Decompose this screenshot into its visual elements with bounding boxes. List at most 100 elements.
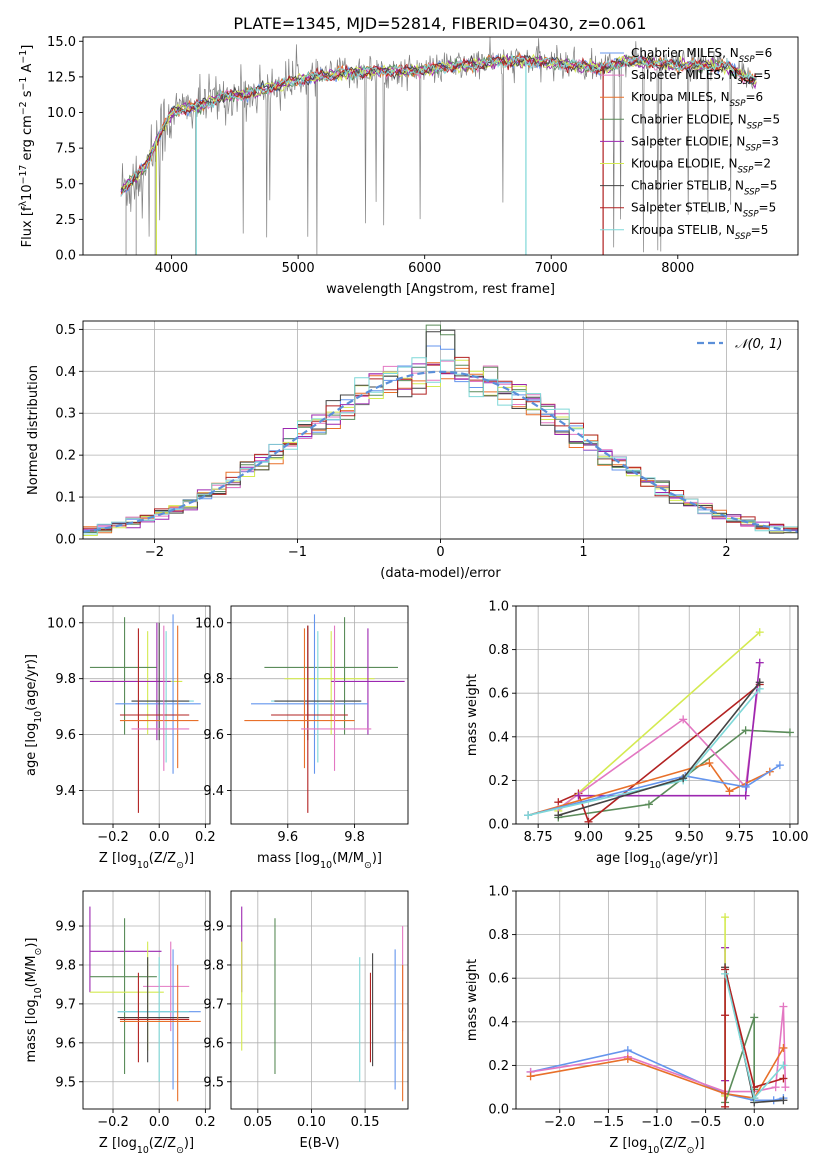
legend-label: Salpeter ELODIE, NSSP=3 (631, 134, 779, 153)
weight-marker-kroupa_miles (623, 1054, 632, 1063)
y-tick-label: 9.9 (203, 920, 224, 935)
weight-marker-kroupa_miles (725, 787, 734, 796)
y-tick-label: 9.5 (203, 1075, 224, 1090)
x-tick-label: 0.0 (149, 1115, 170, 1130)
y-axis-label: mass weight (465, 674, 480, 756)
x-tick-label: −0.5 (690, 1115, 722, 1130)
plot-area (89, 614, 201, 813)
weight-marker-chabrier_stelib (779, 1096, 788, 1105)
y-tick-label: 0.1 (55, 491, 76, 506)
weight-marker-kroupa_stelib (779, 1061, 788, 1070)
y-tick-label: 9.8 (203, 672, 224, 687)
weight-marker-chabrier_stelib (679, 774, 688, 783)
grid (516, 890, 798, 1110)
x-tick-label: 0.15 (351, 1115, 380, 1130)
weight-marker-salpeter_stelib (584, 817, 593, 824)
age-vs-mass-panel: 9.6 9.8 9.4 9.6 9.8 10.0 mass [log10(M/M⊙)] (195, 605, 409, 871)
x-tick-label: 10.00 (771, 830, 808, 845)
legend-label: Kroupa STELIB, NSSP=5 (631, 223, 768, 242)
weight-marker-chabrier_stelib (755, 678, 764, 687)
y-tick-label: 10.0 (47, 106, 76, 121)
x-tick-label: 0.0 (149, 830, 170, 845)
y-tick-label: 9.8 (203, 958, 224, 973)
y-tick-label: 9.4 (55, 784, 76, 799)
x-axis-label: age [log10(age/yr)] (596, 851, 718, 871)
weight-line-chabrier_miles (527, 764, 781, 817)
weight-marker-chabrier_miles (775, 761, 784, 770)
x-tick-label: 4000 (155, 261, 188, 276)
axes: −2 −1 0 1 2 0.0 0.1 0.2 0.3 0.4 0.5 (data-model)/er… (26, 320, 799, 581)
y-axis-label: Flux [fλ10−17 erg cm−2 s−1 A−1] (18, 45, 36, 248)
plot-area (120, 37, 757, 255)
weight-marker-kroupa_stelib (750, 1094, 759, 1103)
legend-label: Chabrier STELIB, NSSP=5 (631, 179, 777, 198)
weight-line-kroupa_elodie (557, 631, 761, 812)
y-tick-label: 10.0 (47, 616, 76, 631)
spectrum-panel: 4000 5000 6000 7000 8000 0.0 2.5 5.0 7.5 10.0 12.5… (18, 35, 799, 297)
weight-marker-salpeter_elodie (755, 658, 764, 667)
x-tick-label: 9.8 (344, 830, 365, 845)
y-tick-label: 0.6 (488, 972, 509, 987)
axes: −2.0 −1.5 −1.0 −0.5 0.0 0.0 0.2 0.4 0.6 0.8 1.0 Z [… (465, 885, 799, 1156)
weight-marker-chabrier_elodie (644, 800, 653, 809)
weight-line-kroupa_miles (527, 762, 771, 817)
legend-label: 𝒩(0, 1) (735, 337, 782, 352)
weight-marker-kroupa_miles (705, 758, 714, 767)
y-tick-label: 0.0 (488, 1103, 509, 1118)
axes-frame (82, 36, 799, 256)
grid (516, 605, 798, 825)
legend-label: Salpeter STELIB, NSSP=5 (631, 201, 776, 220)
weight-marker-salpeter_stelib (779, 1074, 788, 1083)
y-tick-label: 7.5 (55, 142, 76, 157)
age-vs-metallicity-panel: −0.2 0.0 0.2 9.4 9.6 9.8 10.0 Z [log10(Z/Z⊙)] ag… (24, 605, 216, 871)
weight-marker-chabrier_elodie (741, 726, 750, 735)
weight-marker-chabrier_elodie (750, 1013, 759, 1022)
x-axis-label: Z [log10(Z/Z⊙)] (609, 1136, 704, 1156)
x-tick-label: 8.75 (524, 830, 553, 845)
mass-vs-ebv-panel: 0.05 0.10 0.15 9.5 9.6 9.7 9.8 9.9 E(B-V) (203, 890, 409, 1151)
y-tick-label: 0.0 (55, 533, 76, 548)
grid (231, 891, 408, 1109)
y-tick-label: 2.5 (55, 213, 76, 228)
y-tick-label: 1.0 (488, 885, 509, 900)
x-tick-label: −2 (145, 545, 164, 560)
x-axis-label: Z [log10(Z/Z⊙)] (99, 851, 194, 871)
y-tick-label: 0.4 (55, 365, 76, 380)
weight-marker-kroupa_elodie (721, 913, 730, 922)
y-tick-label: 9.4 (203, 784, 224, 799)
x-axis-label: wavelength [Angstrom, rest frame] (326, 282, 555, 297)
y-tick-label: 0.6 (488, 687, 509, 702)
x-tick-label: −1 (288, 545, 307, 560)
y-tick-label: 0.2 (55, 449, 76, 464)
weight-marker-salpeter_miles (779, 1002, 788, 1011)
y-tick-label: 0.8 (488, 643, 509, 658)
x-axis-label: (data-model)/error (380, 566, 501, 581)
y-tick-label: 15.0 (47, 35, 76, 50)
y-tick-label: 0.4 (488, 730, 509, 745)
y-tick-label: 0.0 (55, 249, 76, 264)
figure-title: PLATE=1345, MJD=52814, FIBERID=0430, z=0… (233, 14, 646, 33)
y-axis-label: mass weight (465, 959, 480, 1041)
y-tick-label: 9.9 (55, 920, 76, 935)
x-tick-label: 1 (579, 545, 587, 560)
weight-marker-salpeter_miles (781, 1083, 790, 1092)
weight-marker-chabrier_stelib (554, 811, 563, 820)
weight-marker-kroupa_miles (779, 1043, 788, 1052)
x-tick-label: −0.2 (97, 830, 129, 845)
x-tick-label: 0.2 (195, 1115, 216, 1130)
grid (83, 891, 210, 1109)
y-tick-label: 0.0 (488, 818, 509, 833)
weight-marker-chabrier_miles (741, 782, 750, 791)
x-tick-label: 9.00 (574, 830, 603, 845)
axes-frame (82, 605, 211, 825)
weight-marker-salpeter_miles (679, 715, 688, 724)
legend: 𝒩(0, 1) (697, 337, 782, 352)
x-tick-label: 0.2 (195, 830, 216, 845)
normal-curve (83, 370, 798, 533)
residual-histogram-panel: −2 −1 0 1 2 0.0 0.1 0.2 0.3 0.4 0.5 (data-model)/er… (26, 320, 799, 581)
legend: Chabrier MILES, NSSP=6 Salpeter MILES, NS… (600, 46, 780, 242)
y-tick-label: 0.2 (488, 1059, 509, 1074)
mass-vs-metallicity-panel: −0.2 0.0 0.2 9.5 9.6 9.7 9.8 9.9 Z [log10(Z/Z⊙)]… (24, 890, 216, 1156)
axes: 9.6 9.8 9.4 9.6 9.8 10.0 mass [log10(M/M⊙)] (195, 605, 409, 871)
weight-vs-age-panel: 8.75 9.00 9.25 9.50 9.75 10.00 0.0 0.2 0.4 0.6 0.8… (465, 600, 809, 871)
